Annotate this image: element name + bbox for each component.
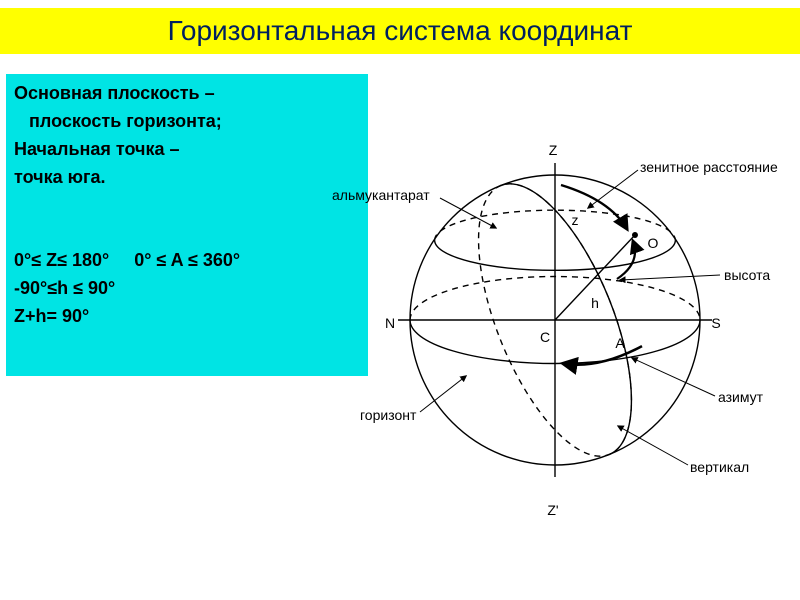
svg-text:азимут: азимут <box>718 389 764 405</box>
body-line: плоскость горизонта; <box>14 108 360 136</box>
svg-text:C: C <box>540 329 550 345</box>
body-line: Z+h= 90° <box>14 303 360 331</box>
svg-text:вертикал: вертикал <box>690 459 749 475</box>
svg-text:A: A <box>615 335 625 351</box>
body-text: Основная плоскость – плоскость горизонта… <box>6 74 368 376</box>
svg-text:S: S <box>711 315 720 331</box>
svg-text:N: N <box>385 315 395 331</box>
svg-text:z: z <box>572 212 579 228</box>
title-bar: Горизонтальная система координат <box>0 8 800 54</box>
svg-text:горизонт: горизонт <box>360 407 417 423</box>
page-title: Горизонтальная система координат <box>0 8 800 54</box>
body-line: Основная плоскость – <box>14 80 360 108</box>
svg-text:высота: высота <box>724 267 770 283</box>
body-line <box>14 192 360 220</box>
svg-text:Z': Z' <box>547 502 558 518</box>
svg-text:альмукантарат: альмукантарат <box>332 187 430 203</box>
svg-text:h: h <box>591 295 599 311</box>
celestial-sphere-diagram: Z Z' N S Cz h A Oальмукантарат зенитное расстоян… <box>320 110 790 550</box>
body-line: -90°≤h ≤ 90° <box>14 275 360 303</box>
svg-text:Z: Z <box>549 142 558 158</box>
body-line <box>14 219 360 247</box>
body-line: точка юга. <box>14 164 360 192</box>
svg-text:зенитное расстояние: зенитное расстояние <box>640 159 778 175</box>
body-line: Начальная точка – <box>14 136 360 164</box>
body-line: 0°≤ Z≤ 180° 0° ≤ A ≤ 360° <box>14 247 360 275</box>
svg-text:O: O <box>648 235 659 251</box>
